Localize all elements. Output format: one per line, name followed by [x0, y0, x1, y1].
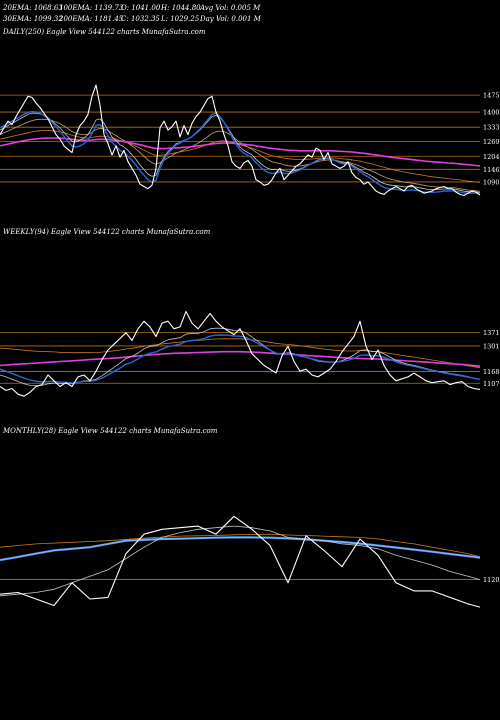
daily-ema-mid-line — [0, 118, 481, 192]
daily-panel: 1475 1400 1333 1269 1204 1146 1090 — [0, 84, 500, 197]
weekly-level-label: 1301 — [483, 342, 500, 350]
monthly-price-line — [0, 515, 481, 608]
header-low: L: 1029.25 — [160, 15, 200, 23]
header-100ema: 100EMA: 1139.73 — [59, 4, 124, 12]
daily-level-label: 1146 — [483, 166, 500, 174]
monthly-ema-long-line — [0, 533, 481, 558]
monthly-level-label: 1120 — [483, 576, 500, 584]
weekly-price-line — [0, 310, 481, 397]
weekly-level-label: 1371 — [483, 329, 500, 337]
daily-panel-title: DAILY(250) Eagle View 544122 charts Muna… — [2, 28, 206, 36]
daily-price-line — [0, 84, 481, 197]
daily-ema-long-line — [0, 130, 481, 183]
header-open: O: 1041.00 — [121, 4, 161, 12]
header: 20EMA: 1068.63 100EMA: 1139.73 O: 1041.0… — [2, 4, 262, 23]
daily-level-label: 1333 — [483, 124, 500, 132]
daily-level-label: 1090 — [483, 178, 500, 186]
monthly-ema-light-blue-highlight — [0, 537, 481, 561]
weekly-panel: 1371 1301 1168 1107 — [0, 310, 500, 397]
daily-level-label: 1475 — [483, 92, 500, 100]
weekly-ema-blue-line — [0, 334, 481, 384]
header-avg-vol: Avg Vol: 0.005 M — [199, 4, 261, 12]
daily-level-label: 1204 — [483, 153, 500, 161]
header-close: C: 1032.35 — [121, 15, 160, 23]
header-30ema: 30EMA: 1099.32 — [3, 15, 63, 23]
daily-level-label: 1400 — [483, 109, 500, 117]
daily-ema-blue-line — [0, 110, 481, 195]
header-day-vol: Day Vol: 0.001 M — [199, 15, 262, 23]
weekly-ema-magenta-line — [0, 350, 481, 367]
monthly-ema-short-line — [0, 525, 481, 597]
header-20ema: 20EMA: 1068.63 — [2, 4, 63, 12]
weekly-level-label: 1168 — [483, 368, 500, 376]
header-high: H: 1044.80 — [160, 4, 201, 12]
daily-ema-short-line — [0, 112, 481, 193]
weekly-level-label: 1107 — [483, 380, 500, 388]
header-200ema: 200EMA: 1181.45 — [58, 15, 124, 23]
monthly-panel: 1120 — [0, 515, 500, 608]
weekly-ema-long-line — [0, 338, 481, 369]
monthly-panel-title: MONTHLY(28) Eagle View 544122 charts Mun… — [2, 427, 218, 435]
weekly-panel-title: WEEKLY(94) Eagle View 544122 charts Muna… — [3, 228, 211, 236]
daily-level-label: 1269 — [483, 138, 500, 146]
